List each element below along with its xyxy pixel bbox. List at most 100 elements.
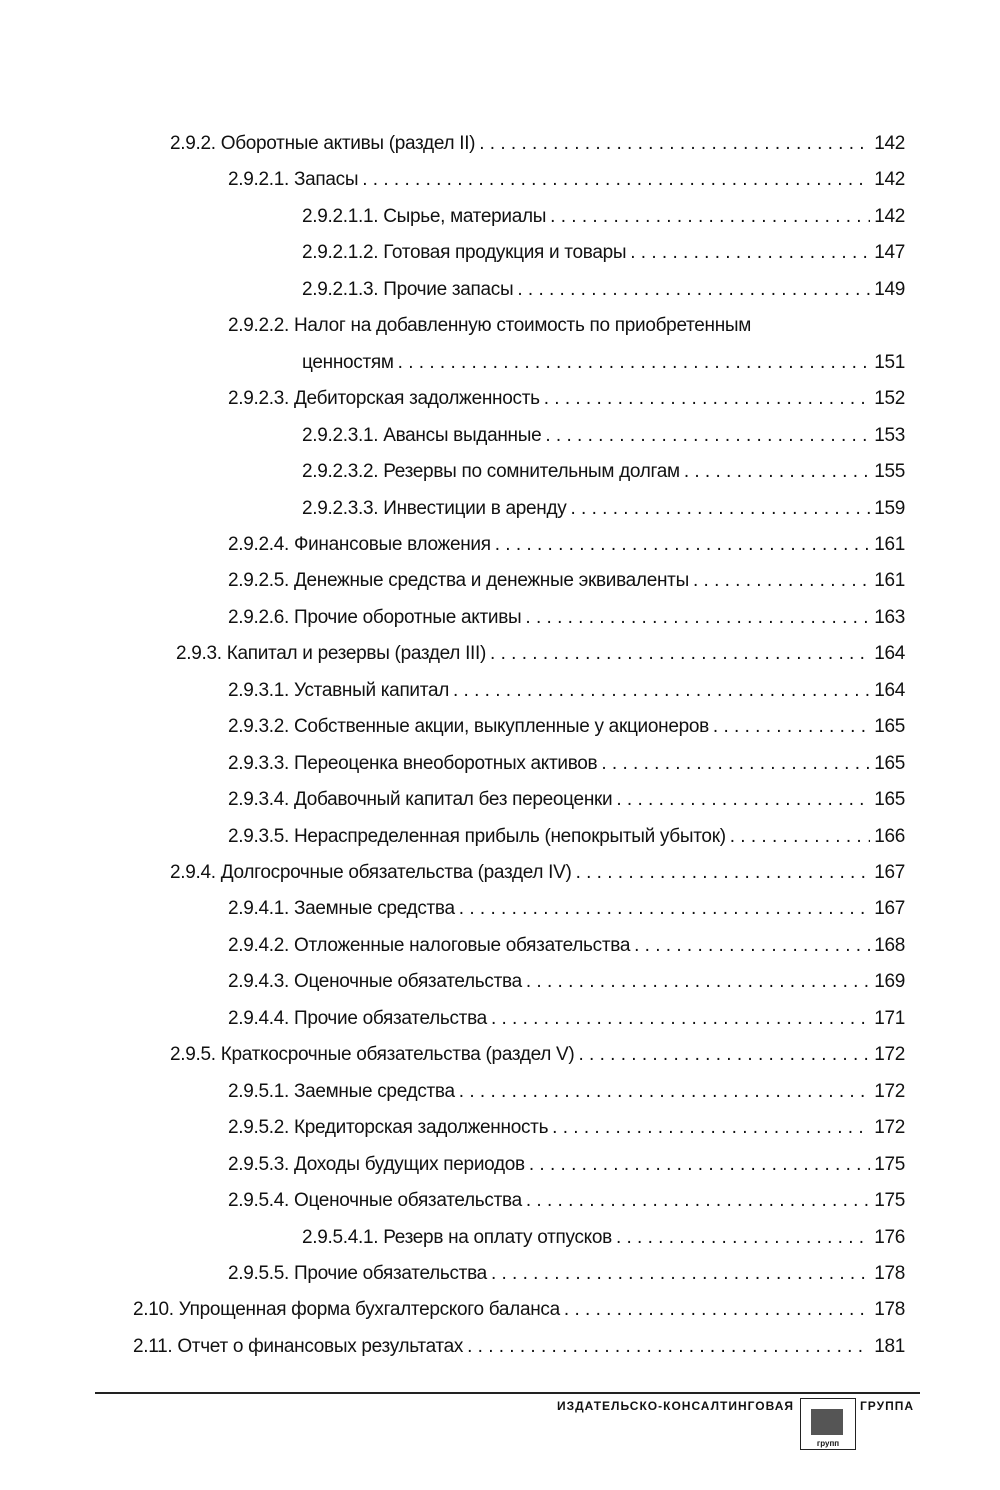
dot-leader	[713, 713, 870, 741]
toc-entry-page: 165	[874, 752, 905, 774]
toc-entry-page: 165	[874, 789, 905, 811]
toc-entry[interactable]: 2.9.3.5. Нераспределенная прибыль (непок…	[228, 823, 905, 851]
toc-entry[interactable]: 2.9.5.1. Заемные средства 172	[228, 1078, 905, 1106]
dot-leader	[730, 823, 870, 851]
toc-entry[interactable]: 2.9.4.1. Заемные средства 167	[228, 895, 905, 923]
toc-entry-page: 151	[874, 351, 905, 373]
toc-entry-title: 2.9.3.3. Переоценка внеоборотных активов	[228, 752, 598, 774]
toc-entry-page: 178	[874, 1262, 905, 1284]
logo-mark	[811, 1409, 843, 1435]
toc-entry[interactable]: 2.9.2.4. Финансовые вложения 161	[228, 531, 905, 559]
toc-entry-page: 161	[874, 533, 905, 555]
toc-entry-title: 2.9.4. Долгосрочные обязательства (разде…	[170, 862, 572, 883]
toc-entry-page: 166	[874, 825, 905, 847]
toc-entry-page: 155	[874, 461, 905, 483]
toc-entry-title: 2.9.2.1.1. Сырье, материалы	[302, 205, 547, 227]
toc-entry[interactable]: 2.9.2. Оборотные активы (раздел II) 142	[170, 130, 905, 158]
toc-entry-page: 172	[874, 1044, 905, 1066]
toc-entry[interactable]: 2.9.2.6. Прочие оборотные активы 163	[228, 604, 905, 632]
toc-entry-title: 2.9.2. Оборотные активы (раздел II)	[170, 133, 476, 154]
toc-entry[interactable]: 2.9.2.5. Денежные средства и денежные эк…	[228, 567, 905, 595]
dot-leader	[616, 1224, 870, 1252]
toc-entry-page: 181	[874, 1335, 905, 1357]
dot-leader	[479, 130, 870, 158]
dot-leader	[576, 859, 871, 887]
dot-leader	[630, 239, 870, 267]
toc-entry-page: 142	[874, 169, 905, 191]
toc-entry[interactable]: 2.9.2.1. Запасы 142	[228, 166, 905, 194]
toc-entry[interactable]: 2.9.4.2. Отложенные налоговые обязательс…	[228, 932, 905, 960]
dot-leader	[362, 166, 870, 194]
toc-entry-title: 2.9.2.1. Запасы	[228, 169, 359, 191]
toc-entry-title: 2.11. Отчет о финансовых результатах	[133, 1335, 464, 1357]
dot-leader	[459, 1078, 870, 1106]
toc-entry-page: 142	[874, 205, 905, 227]
toc-entry-page: 178	[874, 1299, 905, 1321]
toc-entry-page: 149	[874, 278, 905, 300]
toc-entry-title: 2.9.4.3. Оценочные обязательства	[228, 971, 522, 993]
toc-entry-page: 168	[874, 934, 905, 956]
toc-entry[interactable]: 2.9.5.4. Оценочные обязательства 175	[228, 1187, 905, 1215]
toc-entry[interactable]: 2.9.3.3. Переоценка внеоборотных активов…	[228, 750, 905, 778]
dot-leader	[453, 677, 870, 705]
dot-leader	[490, 640, 870, 668]
toc-entry[interactable]: 2.9.2.1.2. Готовая продукция и товары 147	[302, 239, 905, 267]
toc-entry-title: 2.9.3.4. Добавочный капитал без переоцен…	[228, 789, 613, 811]
toc-entry-title-continuation: ценностям	[302, 351, 394, 373]
toc-entry[interactable]: 2.9.2.3. Дебиторская задолженность 152	[228, 385, 905, 413]
toc-entry-title: 2.9.2.6. Прочие оборотные активы	[228, 606, 522, 628]
dot-leader	[459, 895, 870, 923]
toc-entry[interactable]: 2.9.5.4.1. Резерв на оплату отпусков 176	[302, 1224, 905, 1252]
toc-entry[interactable]: 2.9.3.4. Добавочный капитал без переоцен…	[228, 786, 905, 814]
toc-entry[interactable]: 2.11. Отчет о финансовых результатах 181	[133, 1333, 905, 1361]
toc-entry-title: 2.9.4.4. Прочие обязательства	[228, 1007, 487, 1029]
toc-entry[interactable]: 2.9.3.2. Собственные акции, выкупленные …	[228, 713, 905, 741]
dot-leader	[552, 1114, 870, 1142]
dot-leader	[491, 1260, 870, 1288]
toc-entry-title: 2.9.5.3. Доходы будущих периодов	[228, 1153, 525, 1175]
toc-entry-title: 2.9.3.2. Собственные акции, выкупленные …	[228, 716, 709, 738]
dot-leader	[398, 349, 871, 377]
toc-entry-page: 175	[874, 1153, 905, 1175]
toc-entry[interactable]: 2.9.2.3.3. Инвестиции в аренду 159	[302, 495, 905, 523]
toc-entry[interactable]: 2.9.5.3. Доходы будущих периодов 175	[228, 1151, 905, 1179]
toc-entry[interactable]: 2.9.4. Долгосрочные обязательства (разде…	[170, 859, 905, 887]
toc-entry[interactable]: 2.9.2.1.1. Сырье, материалы 142	[302, 203, 905, 231]
toc-entry-page: 171	[874, 1007, 905, 1029]
dot-leader	[544, 385, 870, 413]
dot-leader	[693, 567, 870, 595]
toc-entry-title: 2.9.2.1.2. Готовая продукция и товары	[302, 242, 627, 264]
toc-entry-title: 2.9.5.4.1. Резерв на оплату отпусков	[302, 1226, 612, 1248]
toc-entry[interactable]: 2.9.3. Капитал и резервы (раздел III) 164	[176, 640, 905, 668]
toc-entry[interactable]: 2.9.2.3.1. Авансы выданные 153	[302, 422, 905, 450]
toc-entry-title: 2.9.2.4. Финансовые вложения	[228, 533, 491, 555]
toc-entry-page: 164	[874, 643, 905, 665]
dot-leader	[564, 1296, 870, 1324]
toc-entry-page: 175	[874, 1190, 905, 1212]
dot-leader	[526, 968, 870, 996]
toc-entry[interactable]: 2.9.2.3.2. Резервы по сомнительным долга…	[302, 458, 905, 486]
dot-leader	[578, 1041, 870, 1069]
toc-entry[interactable]: 2.9.4.4. Прочие обязательства 171	[228, 1005, 905, 1033]
toc-entry-page: 153	[874, 424, 905, 446]
toc-entry[interactable]: 2.9.3.1. Уставный капитал 164	[228, 677, 905, 705]
footer-divider	[95, 1392, 920, 1394]
toc-entry-title: 2.9.5.1. Заемные средства	[228, 1080, 455, 1102]
toc-entry-page: 163	[874, 606, 905, 628]
toc-entry[interactable]: 2.9.5.2. Кредиторская задолженность 172	[228, 1114, 905, 1142]
toc-entry-title: 2.9.5. Краткосрочные обязательства (разд…	[170, 1044, 575, 1066]
toc-entry[interactable]: 2.9.2.1.3. Прочие запасы 149	[302, 276, 905, 304]
toc-entry-title: 2.9.4.1. Заемные средства	[228, 898, 455, 920]
toc-entry[interactable]: 2.9.5.5. Прочие обязательства 178	[228, 1260, 905, 1288]
toc-entry-page: 176	[874, 1226, 905, 1248]
publisher-name-right: ГРУППА	[860, 1399, 915, 1413]
toc-entry[interactable]: 2.9.4.3. Оценочные обязательства 169	[228, 968, 905, 996]
toc-entry[interactable]: 2.10. Упрощенная форма бухгалтерского ба…	[133, 1296, 905, 1324]
toc-entry[interactable]: 2.9.5. Краткосрочные обязательства (разд…	[170, 1041, 905, 1069]
toc-entry-page: 169	[874, 971, 905, 993]
toc-entry-page: 147	[874, 242, 905, 264]
logo-text: групп	[816, 1439, 840, 1448]
toc-entry-page: 167	[874, 862, 905, 883]
toc-entry[interactable]: ценностям 151	[302, 349, 905, 377]
dot-leader	[517, 276, 870, 304]
